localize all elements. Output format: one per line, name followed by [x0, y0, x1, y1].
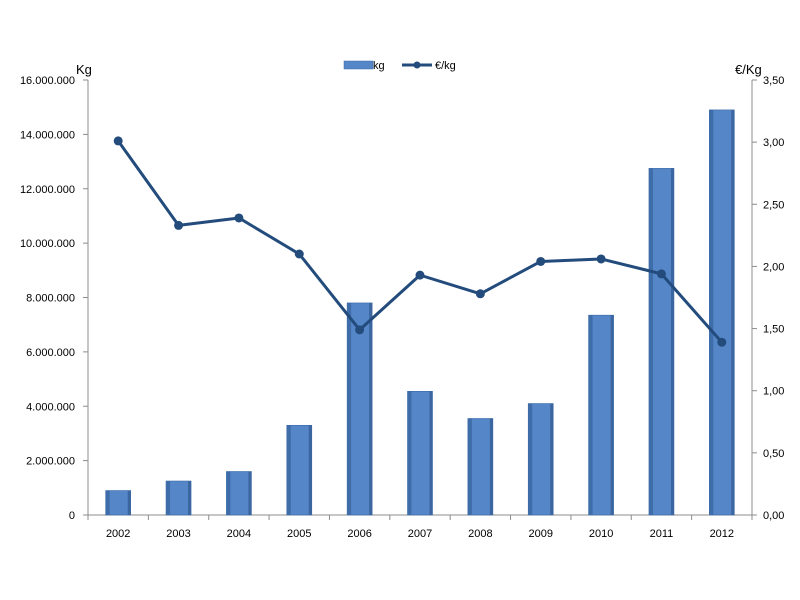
bar-shade-right — [308, 425, 312, 515]
left-tick-label: 10.000.000 — [20, 238, 75, 250]
x-tick-label: 2007 — [408, 528, 432, 540]
legend: kg €/kg — [343, 60, 456, 72]
x-tick-label: 2010 — [589, 528, 613, 540]
bar-shade-left — [648, 168, 653, 515]
bar-shade-left — [166, 481, 171, 515]
bar-shade-right — [188, 481, 192, 515]
left-tick-label: 6.000.000 — [26, 347, 75, 359]
x-tick-label: 2008 — [468, 528, 492, 540]
bar-2011 — [648, 168, 675, 516]
left-y-ticks: 0 2.000.000 4.000.000 6.000.000 8.000.000 10.… — [20, 75, 88, 522]
left-tick-label: 0 — [69, 510, 75, 522]
left-tick-label: 14.000.000 — [20, 129, 75, 141]
right-tick-label: 1,50 — [763, 324, 784, 336]
bar — [709, 109, 735, 516]
line-point-2005 — [294, 249, 304, 259]
line-series — [113, 136, 727, 347]
right-tick-label: 1,00 — [763, 386, 784, 398]
x-tick-label: 2005 — [287, 528, 311, 540]
x-tick-label: 2006 — [347, 528, 371, 540]
right-tick-label: 2,50 — [763, 199, 784, 211]
bar-shade-right — [550, 403, 554, 515]
bar — [286, 424, 313, 516]
bar — [407, 390, 433, 516]
bar-shade-left — [347, 302, 352, 515]
bar-2002 — [105, 490, 131, 516]
left-tick-label: 16.000.000 — [20, 75, 75, 87]
bar-shade-left — [709, 109, 714, 515]
bar-2006 — [346, 302, 373, 516]
bar-2005 — [286, 424, 313, 516]
left-tick-label: 2.000.000 — [26, 456, 75, 468]
bar-2009 — [527, 403, 554, 516]
x-axis-ticks: 2002 2003 2004 2005 2006 2007 2008 2009 2010 2011… — [87, 515, 753, 540]
line-point-2011 — [656, 269, 666, 279]
line-point-2007 — [415, 270, 425, 280]
bar — [527, 403, 554, 516]
legend-line-label: €/kg — [435, 60, 456, 72]
bar-shade-left — [407, 391, 412, 515]
left-tick-label: 4.000.000 — [26, 401, 75, 413]
right-axis-label: €/Kg — [735, 62, 762, 77]
bar-2003 — [165, 480, 192, 516]
bar-shade-right — [731, 109, 735, 515]
left-tick-label: 12.000.000 — [20, 184, 75, 196]
line-point-2012 — [717, 337, 727, 347]
bar-2004 — [226, 471, 252, 516]
bar-shade-right — [127, 490, 131, 515]
bar-2010 — [588, 314, 614, 516]
bar — [165, 480, 192, 516]
line-point-2004 — [234, 213, 244, 223]
right-tick-label: 0,00 — [763, 510, 784, 522]
x-tick-label: 2002 — [106, 528, 130, 540]
right-tick-label: 2,00 — [763, 261, 784, 273]
bar-2008 — [467, 418, 494, 516]
bar-shade-left — [588, 315, 593, 515]
bar — [105, 490, 131, 516]
bar-shade-right — [429, 391, 433, 515]
line-point-2010 — [596, 254, 606, 264]
bar — [467, 418, 494, 516]
x-tick-label: 2012 — [710, 528, 734, 540]
line-point-2006 — [355, 325, 365, 335]
bar-shade-left — [528, 403, 533, 515]
bar-shade-right — [489, 418, 493, 515]
x-tick-label: 2003 — [166, 528, 190, 540]
bar-shade-right — [369, 302, 373, 515]
right-tick-label: 3,50 — [763, 75, 784, 87]
line-point-2008 — [475, 289, 485, 299]
legend-line-marker — [413, 61, 421, 69]
legend-bar-label: kg — [373, 60, 385, 72]
line-point-2003 — [174, 220, 184, 230]
bar-shade-right — [610, 315, 614, 515]
bar-2012 — [709, 109, 735, 516]
line-path — [116, 140, 723, 344]
line-point-2009 — [536, 256, 546, 266]
bar-shade-left — [105, 490, 110, 515]
right-tick-label: 0,50 — [763, 448, 784, 460]
bar-shade-right — [670, 168, 674, 515]
bar-shade-left — [226, 471, 231, 515]
bar-2007 — [407, 390, 433, 516]
legend-bar-swatch — [343, 60, 374, 70]
bar-shade-left — [467, 418, 472, 515]
line-point-2002 — [113, 136, 123, 146]
bar — [346, 302, 373, 516]
bar-series — [105, 109, 735, 516]
bar-shade-right — [248, 471, 252, 515]
x-tick-label: 2004 — [227, 528, 251, 540]
left-axis-label: Kg — [76, 62, 92, 77]
bar-shade-left — [286, 425, 291, 515]
right-tick-label: 3,00 — [763, 137, 784, 149]
bar — [226, 471, 252, 516]
x-tick-label: 2009 — [528, 528, 552, 540]
right-y-ticks: 0,00 0,50 1,00 1,50 2,00 2,50 3,00 3,50 — [752, 75, 784, 522]
left-tick-label: 8.000.000 — [26, 293, 75, 305]
x-tick-label: 2011 — [650, 528, 674, 540]
